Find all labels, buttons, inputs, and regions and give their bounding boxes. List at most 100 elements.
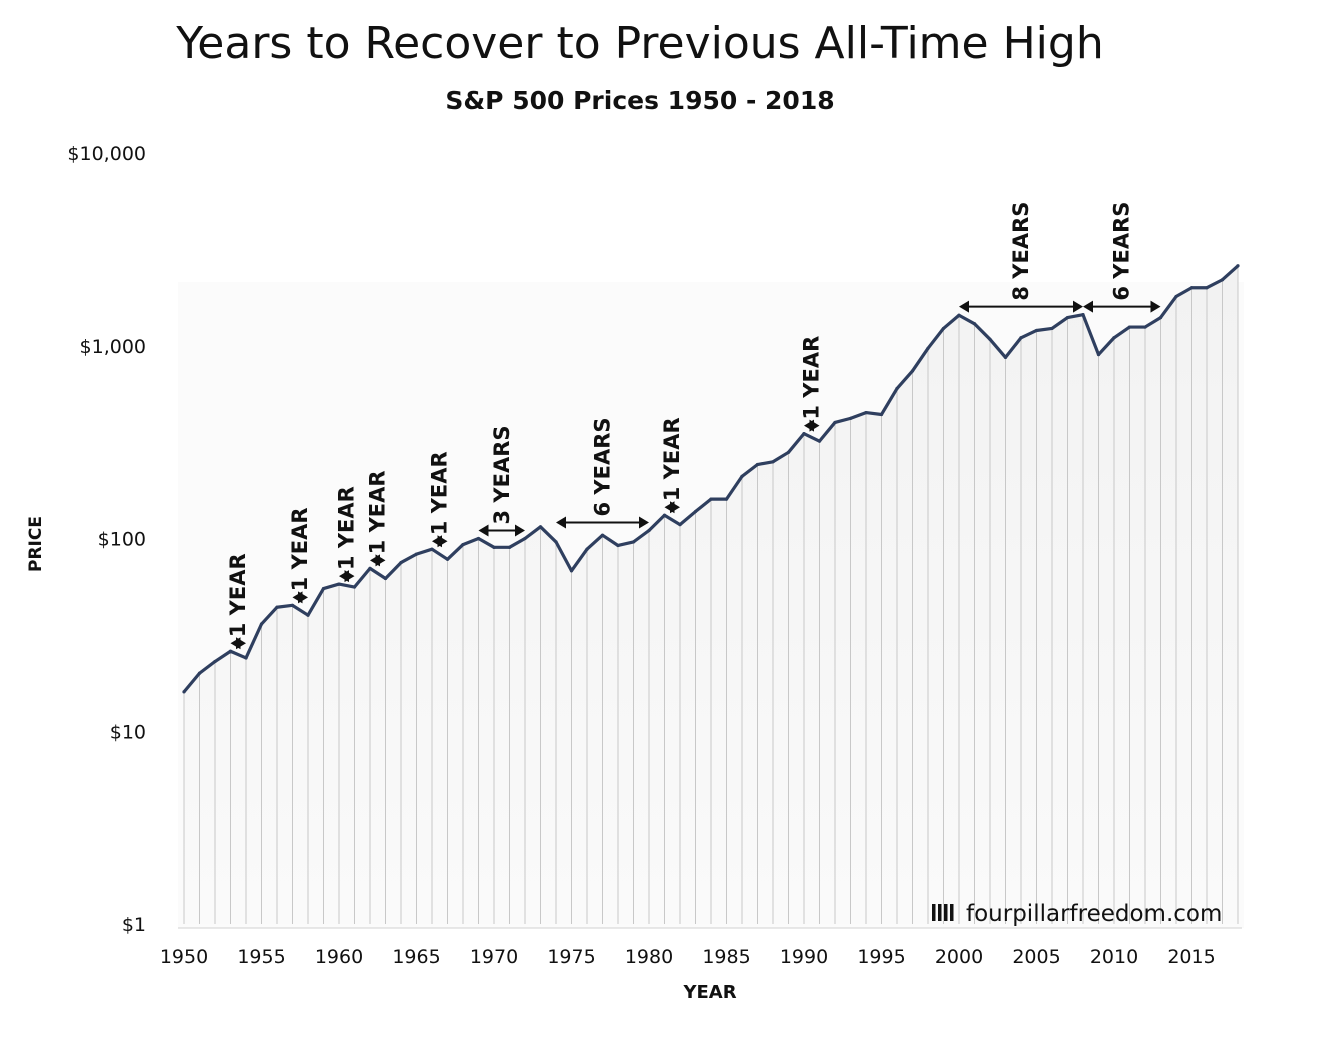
data-point xyxy=(383,576,388,581)
arrow-head-right xyxy=(670,501,680,514)
data-point xyxy=(926,346,930,350)
data-point xyxy=(1081,313,1085,317)
data-point xyxy=(910,369,915,373)
data-point xyxy=(321,586,326,591)
data-point xyxy=(817,439,822,443)
x-tick-label: 2005 xyxy=(1012,946,1060,968)
arrow-head-right xyxy=(375,554,386,567)
data-point xyxy=(1065,315,1070,320)
recovery-label: 1 YEAR xyxy=(226,553,250,637)
x-tick-label: 1955 xyxy=(237,946,285,968)
data-point xyxy=(213,659,217,664)
data-point xyxy=(259,622,264,626)
arrow-head-left xyxy=(1083,300,1093,313)
x-tick-label: 1970 xyxy=(470,946,518,968)
arrow-head-right xyxy=(298,591,308,604)
data-point xyxy=(228,649,233,653)
recovery-label: 6 YEARS xyxy=(591,417,615,516)
x-tick-label: 1950 xyxy=(160,946,208,968)
brand-logo-bar xyxy=(944,904,948,921)
recovery-label: 6 YEARS xyxy=(1110,202,1134,301)
arrow-head-right xyxy=(236,637,246,650)
data-point xyxy=(244,656,248,660)
chart-subtitle: S&P 500 Prices 1950 - 2018 xyxy=(445,86,835,115)
data-point xyxy=(972,322,977,326)
x-tick-label: 1960 xyxy=(315,946,363,968)
data-point xyxy=(197,671,202,675)
y-tick-label: $1 xyxy=(122,914,146,936)
data-point xyxy=(941,326,946,331)
arrow-head-left xyxy=(556,516,566,529)
data-point xyxy=(352,585,357,589)
x-tick-label: 1975 xyxy=(547,946,595,968)
recovery-label: 3 YEARS xyxy=(490,425,514,524)
recovery-label: 1 YEAR xyxy=(288,507,312,591)
data-point xyxy=(445,557,450,561)
recovery-label: 1 YEAR xyxy=(335,486,359,570)
x-tick-label: 2010 xyxy=(1090,946,1138,968)
data-point xyxy=(1220,278,1225,282)
arrow-head-left xyxy=(959,300,969,313)
data-point xyxy=(275,605,279,609)
x-tick-label: 1995 xyxy=(857,946,905,968)
data-point xyxy=(1003,355,1008,360)
data-point xyxy=(833,420,837,425)
x-tick-label: 1980 xyxy=(625,946,673,968)
arrow-head-right xyxy=(1073,300,1083,313)
data-point xyxy=(647,528,651,533)
data-point xyxy=(569,569,574,573)
x-tick-label: 1965 xyxy=(392,946,440,968)
data-point xyxy=(1236,264,1240,268)
arrow-head-left xyxy=(478,524,489,537)
data-point xyxy=(585,547,589,551)
data-point xyxy=(492,545,496,549)
arrow-head-right xyxy=(515,524,525,537)
y-tick-label: $1,000 xyxy=(80,336,146,358)
data-point xyxy=(290,603,295,607)
data-point xyxy=(600,533,605,537)
data-point xyxy=(430,547,434,551)
data-point xyxy=(709,497,713,501)
data-point xyxy=(1112,336,1116,340)
data-point xyxy=(988,337,992,341)
y-tick-label: $100 xyxy=(98,529,146,551)
data-point xyxy=(957,313,961,317)
data-point xyxy=(1127,325,1132,329)
data-point xyxy=(476,536,481,541)
arrow-head-right xyxy=(809,419,820,432)
data-point xyxy=(786,450,791,454)
brand-logo-bar xyxy=(938,904,942,921)
data-point xyxy=(461,542,465,547)
data-point xyxy=(1205,286,1209,290)
data-point xyxy=(1034,328,1039,333)
x-tick-label: 2015 xyxy=(1167,946,1215,968)
recovery-label: 8 YEARS xyxy=(1009,202,1033,301)
data-point xyxy=(848,416,853,420)
data-point xyxy=(879,412,884,417)
data-point xyxy=(724,497,729,501)
data-point xyxy=(662,513,667,517)
x-tick-label: 2000 xyxy=(935,946,983,968)
data-point xyxy=(895,386,899,391)
data-point xyxy=(1143,325,1147,329)
recovery-label: 1 YEAR xyxy=(428,451,452,535)
arrow-head-right xyxy=(639,516,649,529)
data-point xyxy=(507,545,512,549)
data-point xyxy=(1096,352,1101,357)
data-point xyxy=(755,462,760,467)
brand-logo-bar xyxy=(950,904,954,921)
source-credit: fourpillarfreedom.com xyxy=(966,901,1222,927)
recovery-label: 1 YEAR xyxy=(660,417,684,501)
arrow-head-right xyxy=(1150,300,1161,313)
data-point xyxy=(864,410,868,415)
y-tick-label: $10,000 xyxy=(67,143,146,165)
data-point xyxy=(538,525,543,529)
data-point xyxy=(554,540,558,544)
data-point xyxy=(678,523,682,527)
data-point xyxy=(414,552,419,556)
data-point xyxy=(802,432,806,436)
data-point xyxy=(631,540,636,544)
y-tick-label: $10 xyxy=(110,721,146,743)
data-point xyxy=(368,566,372,570)
data-point xyxy=(1050,326,1054,331)
